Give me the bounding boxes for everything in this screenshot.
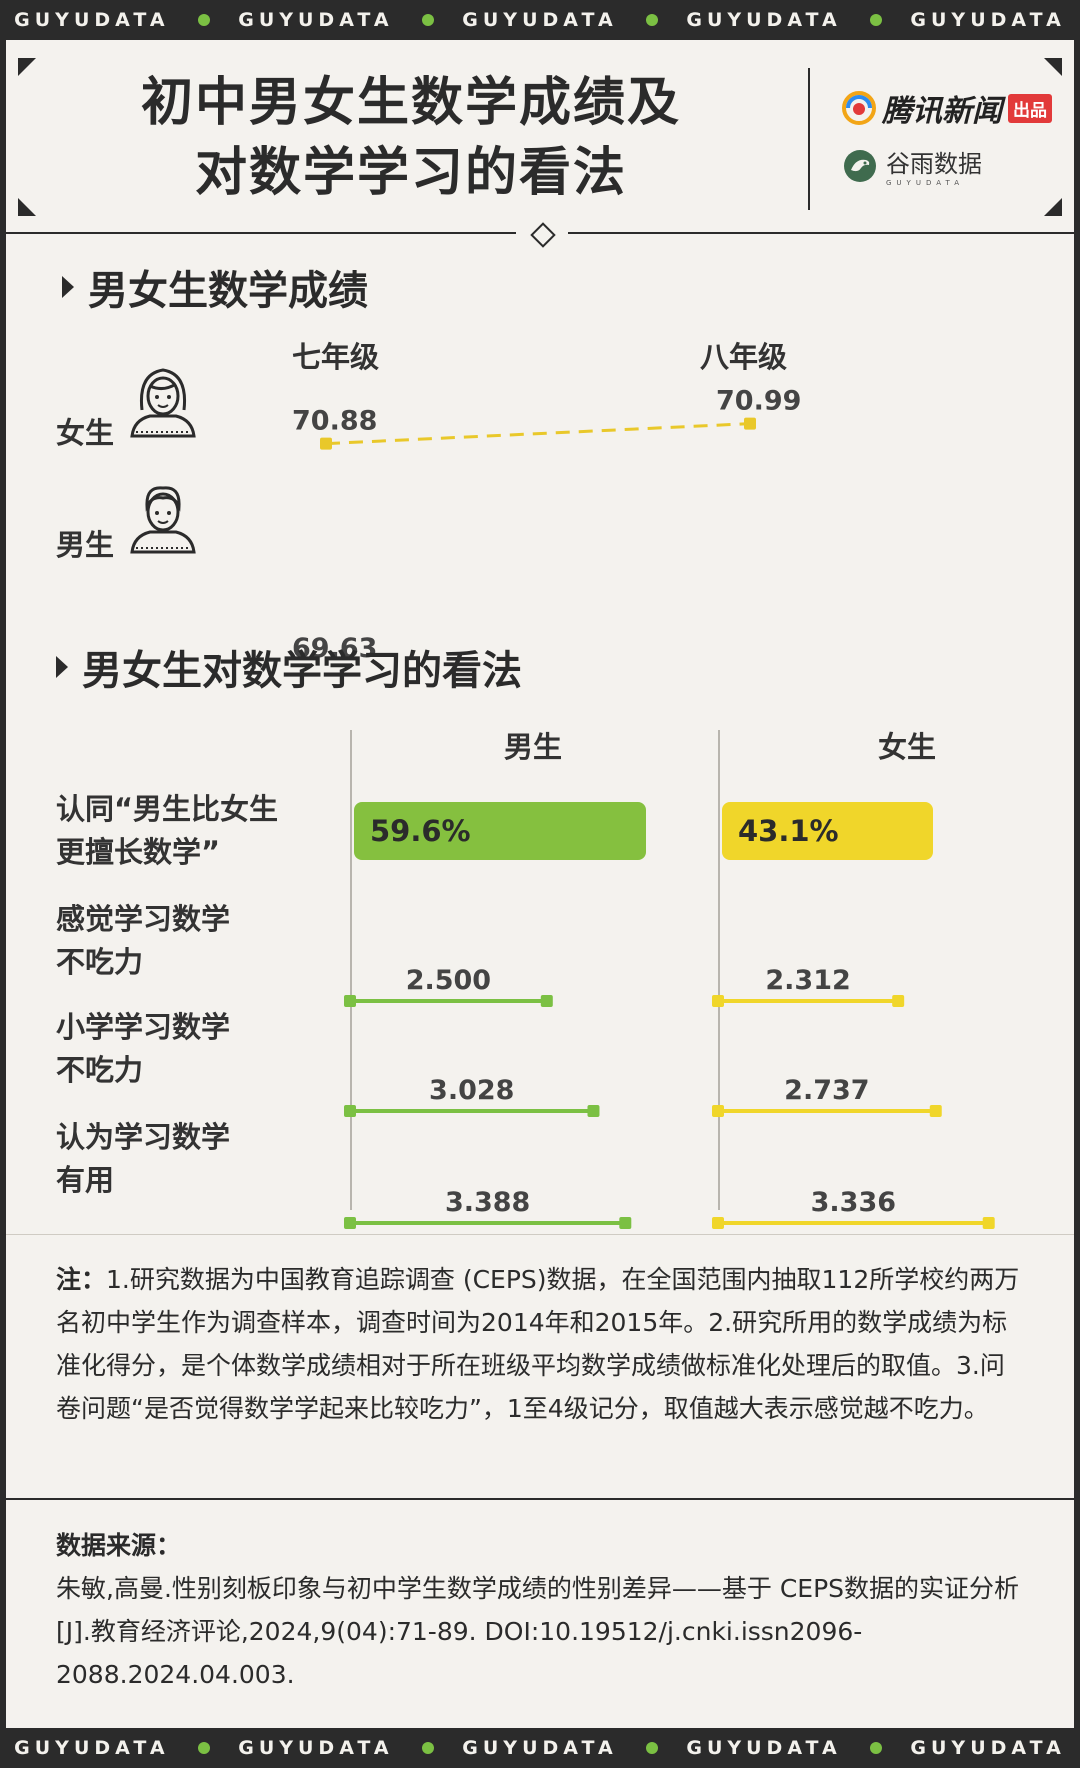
rating-data-label: 3.336 (811, 1187, 896, 1218)
rating-data-label: 2.312 (765, 965, 850, 996)
footnote-text: 1.研究数据为中国教育追踪调查 (CEPS)数据，在全国范围内抽取112所学校约… (56, 1265, 1020, 1423)
header-rule-right (568, 232, 1074, 234)
rating-end-point (982, 1217, 995, 1229)
row-label-stereotype: 认同“男生比女生 更擅长数学” (56, 792, 279, 869)
banner-word: GUYUDATA (14, 9, 170, 31)
score-point (320, 437, 332, 450)
girl-avatar-icon (130, 368, 196, 438)
corner-mark (18, 58, 36, 76)
banner-word: GUYUDATA (910, 9, 1066, 31)
bird-icon (844, 149, 876, 182)
rating-start-point (712, 1105, 724, 1117)
girl-row-label: 女生 (56, 416, 115, 450)
row-label-current-ease: 感觉学习数学 不吃力 (56, 902, 231, 979)
bar-girls-stereotype: 43.1% (722, 802, 934, 860)
top-banner: GUYUDATA GUYUDATA GUYUDATA GUYUDATA GUYUDATA (0, 0, 1080, 40)
boy-avatar-icon (130, 486, 196, 554)
corner-mark (1044, 58, 1062, 76)
page-title: 初中男女生数学成绩及 对数学学习的看法 (46, 68, 776, 208)
section-title-scores: 男女生数学成绩 (62, 258, 368, 316)
corner-mark (1044, 198, 1062, 216)
grade-7-label: 七年级 (292, 340, 380, 374)
section-title-scores-text: 男女生数学成绩 (88, 268, 368, 314)
banner-dot-icon (870, 14, 883, 26)
banner-word: GUYUDATA (238, 9, 394, 31)
note-divider (6, 1234, 1074, 1235)
banner-word: GUYUDATA (238, 1737, 394, 1759)
triangle-bullet-icon (62, 276, 74, 298)
banner-dot-icon (197, 14, 210, 26)
banner-dot-icon (421, 1742, 434, 1754)
girls-axis-line (718, 730, 720, 1210)
source-divider (6, 1498, 1074, 1500)
triangle-bullet-icon (56, 656, 68, 678)
rating-end-point (929, 1105, 942, 1117)
banner-word: GUYUDATA (686, 9, 842, 31)
score-data-label: 69.63 (292, 633, 377, 660)
banner-dot-icon (197, 1742, 210, 1754)
banner-word: GUYUDATA (14, 1737, 170, 1759)
data-source: 数据来源： 朱敏,高曼.性别刻板印象与初中学生数学成绩的性别差异——基于 CEPS… (56, 1524, 1036, 1696)
rating-end-point (540, 995, 553, 1007)
bar-boys-stereotype: 59.6% (354, 802, 646, 860)
boy-row-label: 男生 (56, 528, 115, 562)
section-title-attitudes: 男女生对数学学习的看法 (56, 638, 522, 696)
corner-mark (18, 198, 36, 216)
rating-start-point (712, 1217, 724, 1229)
banner-word: GUYUDATA (686, 1737, 842, 1759)
section-title-attitudes-text: 男女生对数学学习的看法 (82, 648, 522, 694)
score-series-line (325, 422, 751, 446)
guyu-data-text: 谷雨数据 (886, 150, 982, 178)
rating-data-label: 2.737 (784, 1075, 869, 1106)
banner-dot-icon (870, 1742, 883, 1754)
banner-dot-icon (421, 14, 434, 26)
tencent-news-icon (842, 91, 876, 125)
boys-axis-line (350, 730, 352, 1210)
rating-end-point (587, 1105, 600, 1117)
rating-start-point (344, 1217, 356, 1229)
tencent-news-badge: 出品 (1008, 93, 1052, 123)
title-divider (808, 68, 810, 210)
tencent-news-text: 腾讯新闻 (882, 94, 1002, 129)
grade-8-label: 八年级 (700, 340, 788, 374)
rating-start-point (344, 1105, 356, 1117)
rating-end-point (619, 1217, 632, 1229)
banner-dot-icon (646, 1742, 659, 1754)
banner-word: GUYUDATA (462, 1737, 618, 1759)
rating-start-point (712, 995, 724, 1007)
score-line-chart: 2.500 3.028 3.388 2.312 2.737 3.336 (344, 965, 995, 1229)
col-header-boys: 男生 (504, 730, 563, 764)
banner-word: GUYUDATA (910, 1737, 1066, 1759)
row-label-usefulness: 认为学习数学 有用 (56, 1120, 231, 1197)
banner-dot-icon (646, 14, 659, 26)
footnote-label: 注： (56, 1265, 107, 1294)
infographic-card: 初中男女生数学成绩及 对数学学习的看法 腾讯新闻 出品 谷雨数据 GUYUDAT… (6, 40, 1074, 1728)
footnote: 注：1.研究数据为中国教育追踪调查 (CEPS)数据，在全国范围内抽取112所学… (56, 1258, 1026, 1430)
guyu-data-subtext: GUYUDATA (886, 179, 964, 187)
score-point (744, 417, 756, 430)
source-label: 数据来源： (56, 1531, 182, 1560)
score-data-label: 70.99 (716, 386, 801, 417)
rating-data-label: 2.500 (406, 965, 491, 996)
col-header-girls: 女生 (878, 730, 937, 764)
tencent-news-logo: 腾讯新闻 出品 (842, 86, 1052, 130)
title-line-2: 对数学学习的看法 (194, 143, 627, 203)
rating-start-point (344, 995, 356, 1007)
source-text: 朱敏,高曼.性别刻板印象与初中学生数学成绩的性别差异——基于 CEPS数据的实证… (56, 1574, 1020, 1689)
rating-data-label: 3.388 (445, 1187, 530, 1218)
banner-word: GUYUDATA (462, 9, 618, 31)
rating-data-label: 3.028 (429, 1075, 514, 1106)
score-data-label: 70.88 (292, 406, 377, 437)
rating-end-point (892, 995, 905, 1007)
title-line-1: 初中男女生数学成绩及 (140, 73, 681, 133)
header-rule-left (6, 232, 516, 234)
bottom-banner: GUYUDATA GUYUDATA GUYUDATA GUYUDATA GUYUDATA (0, 1728, 1080, 1768)
row-label-primary-ease: 小学学习数学 不吃力 (56, 1010, 231, 1087)
guyu-data-logo: 谷雨数据 GUYUDATA (842, 144, 982, 187)
